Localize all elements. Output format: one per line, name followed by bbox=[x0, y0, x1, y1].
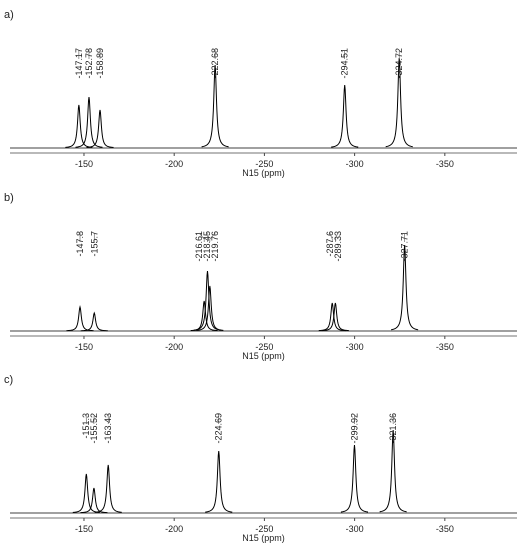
peak-label: -218.45 bbox=[202, 231, 212, 262]
peak bbox=[75, 96, 103, 148]
x-tick-label: -300 bbox=[346, 342, 364, 352]
peak-leader bbox=[209, 232, 216, 242]
peak bbox=[390, 244, 419, 331]
peak bbox=[80, 311, 108, 332]
x-tick-label: -150 bbox=[75, 524, 93, 534]
peak-leader bbox=[198, 232, 205, 242]
peak-label: -147.17 bbox=[74, 48, 84, 79]
peak bbox=[318, 302, 346, 332]
x-tick-label: -200 bbox=[165, 159, 183, 169]
peak-label: -151.3 bbox=[81, 413, 91, 439]
peak-label: -152.78 bbox=[84, 48, 94, 79]
peak-label: -299.92 bbox=[349, 413, 359, 444]
peak-label: -294.51 bbox=[340, 48, 350, 79]
peak bbox=[196, 285, 224, 331]
peak-label: -327.71 bbox=[400, 231, 410, 262]
x-tick-label: -300 bbox=[346, 524, 364, 534]
peak bbox=[66, 305, 94, 332]
x-tick-label: -250 bbox=[255, 159, 273, 169]
peak-label: -155.7 bbox=[89, 231, 99, 257]
x-axis-label: N15 (ppm) bbox=[242, 533, 285, 543]
peak bbox=[205, 450, 233, 513]
peak-label: -155.52 bbox=[89, 413, 99, 444]
x-tick-label: -350 bbox=[436, 159, 454, 169]
x-tick-label: -250 bbox=[255, 524, 273, 534]
x-tick-label: -350 bbox=[436, 342, 454, 352]
peak bbox=[190, 300, 218, 332]
peak-label: -321.36 bbox=[388, 413, 398, 444]
peak bbox=[331, 84, 359, 148]
peak-label: -224.69 bbox=[214, 413, 224, 444]
peak bbox=[86, 109, 114, 148]
peak-label: -287.6 bbox=[325, 231, 335, 257]
panel-label: a) bbox=[4, 9, 14, 21]
peak bbox=[201, 64, 229, 148]
x-tick-label: -300 bbox=[346, 159, 364, 169]
x-axis-label: N15 (ppm) bbox=[242, 168, 285, 178]
x-tick-label: -200 bbox=[165, 524, 183, 534]
x-tick-label: -150 bbox=[75, 342, 93, 352]
peak-label: -289.33 bbox=[333, 231, 343, 262]
peak-label: -216.61 bbox=[194, 231, 204, 262]
peak bbox=[379, 429, 407, 513]
panel-label: c) bbox=[4, 374, 13, 386]
peak bbox=[72, 473, 100, 513]
x-axis-label: N15 (ppm) bbox=[242, 351, 285, 361]
x-tick-label: -200 bbox=[165, 342, 183, 352]
panel-label: b) bbox=[4, 192, 14, 204]
peak bbox=[321, 302, 349, 332]
peak bbox=[65, 104, 93, 148]
peak-label: -158.89 bbox=[95, 48, 105, 79]
x-tick-label: -350 bbox=[436, 524, 454, 534]
peak-leader bbox=[335, 232, 339, 242]
peak bbox=[193, 270, 222, 331]
peak-leader bbox=[329, 232, 333, 242]
peak-label: -324.72 bbox=[394, 48, 404, 79]
peak-label: -163.43 bbox=[103, 413, 113, 444]
peak bbox=[80, 487, 108, 514]
peak bbox=[340, 444, 369, 513]
peak bbox=[94, 464, 122, 513]
peak-label: -222.68 bbox=[210, 48, 220, 79]
x-tick-label: -150 bbox=[75, 159, 93, 169]
peak-label: -219.76 bbox=[210, 231, 220, 262]
peak-label: -147.8 bbox=[75, 231, 85, 257]
x-tick-label: -250 bbox=[255, 342, 273, 352]
